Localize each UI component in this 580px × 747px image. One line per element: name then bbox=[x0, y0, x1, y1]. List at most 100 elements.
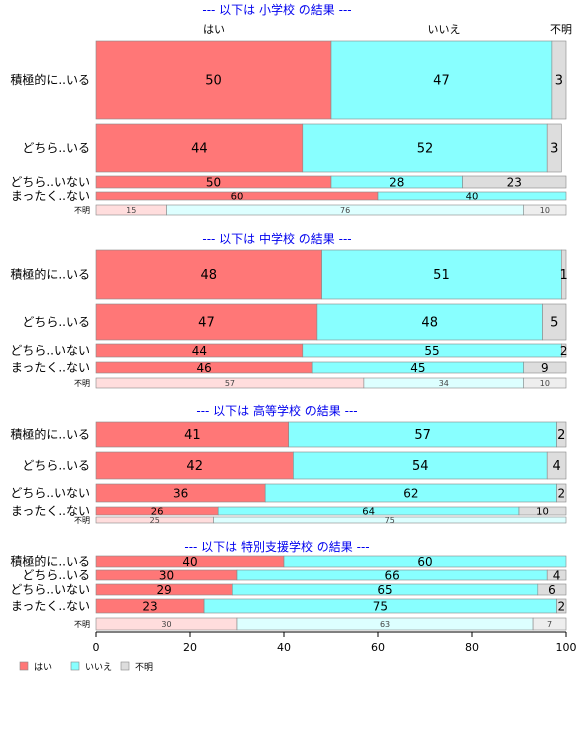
bar-value-label: 6 bbox=[548, 583, 556, 597]
bar-value-label: 42 bbox=[186, 459, 203, 474]
x-tick-label: 80 bbox=[465, 641, 479, 654]
bar-value-label: 4 bbox=[552, 459, 560, 474]
bar-value-label: 7 bbox=[547, 620, 552, 629]
bar-segment-yes bbox=[95, 303, 318, 341]
bar-value-label: 4 bbox=[553, 568, 561, 582]
bar-segment-unknown bbox=[560, 343, 567, 358]
bar-value-label: 75 bbox=[373, 599, 388, 613]
bar-value-label: 2 bbox=[557, 486, 565, 500]
bar-value-label: 64 bbox=[362, 507, 375, 518]
bar-value-label: 10 bbox=[536, 507, 549, 518]
bar-value-label: 60 bbox=[231, 192, 244, 203]
bar-value-label: 40 bbox=[182, 555, 197, 569]
bar-value-label: 25 bbox=[150, 516, 160, 525]
row-label: まったく..ない bbox=[11, 504, 90, 518]
bar-value-label: 45 bbox=[410, 361, 425, 375]
bar-value-label: 10 bbox=[540, 379, 550, 388]
bar-value-label: 26 bbox=[151, 507, 164, 518]
x-tick-label: 0 bbox=[93, 641, 100, 654]
bar-segment-unknown bbox=[518, 506, 567, 516]
panel-title: --- 以下は 高等学校 の結果 --- bbox=[196, 403, 357, 418]
bar-segment-unknown bbox=[556, 483, 567, 503]
bar-segment-unknown bbox=[556, 598, 567, 614]
row-label: どちら..いない bbox=[10, 486, 90, 500]
bar-value-label: 41 bbox=[184, 428, 201, 443]
bar-segment-unknown bbox=[546, 123, 562, 173]
bar-value-label: 63 bbox=[380, 620, 390, 629]
bar-segment-no bbox=[330, 40, 553, 120]
bar-segment-unknown bbox=[523, 204, 567, 216]
row-label: 不明 bbox=[74, 516, 90, 525]
bar-segment-no bbox=[293, 451, 548, 480]
row-label: 積極的に..いる bbox=[10, 72, 90, 87]
row-label: まったく..ない bbox=[11, 189, 90, 203]
bar-segment-unknown bbox=[523, 377, 567, 389]
bar-value-label: 55 bbox=[424, 344, 439, 358]
bar-segment-unknown bbox=[542, 303, 567, 341]
bar-segment-no bbox=[213, 516, 567, 524]
bar-value-label: 23 bbox=[142, 599, 157, 613]
bar-value-label: 57 bbox=[414, 428, 431, 443]
bar-value-label: 52 bbox=[417, 142, 434, 157]
bar-segment-unknown bbox=[462, 175, 567, 189]
bar-value-label: 15 bbox=[126, 206, 136, 215]
bar-value-label: 62 bbox=[403, 486, 418, 500]
bar-value-label: 48 bbox=[421, 316, 438, 331]
bar-value-label: 54 bbox=[412, 459, 429, 474]
bar-segment-unknown bbox=[560, 249, 567, 300]
bar-segment-yes bbox=[95, 40, 332, 120]
bar-value-label: 44 bbox=[191, 142, 208, 157]
bar-value-label: 30 bbox=[161, 620, 171, 629]
bar-segment-unknown bbox=[537, 583, 567, 596]
legend-label-yes: はい bbox=[34, 662, 52, 673]
bar-value-label: 2 bbox=[557, 599, 565, 613]
x-tick-label: 100 bbox=[556, 641, 577, 654]
legend-label-no: いいえ bbox=[85, 662, 112, 673]
bar-value-label: 44 bbox=[192, 344, 207, 358]
bar-value-label: 50 bbox=[205, 74, 222, 89]
bar-segment-yes bbox=[95, 249, 322, 300]
bar-value-label: 47 bbox=[433, 74, 450, 89]
bar-segment-yes bbox=[95, 451, 294, 480]
row-label: まったく..ない bbox=[11, 361, 90, 375]
row-label: 積極的に..いる bbox=[10, 427, 90, 442]
bar-value-label: 34 bbox=[439, 379, 449, 388]
bar-segment-unknown bbox=[551, 40, 567, 120]
row-label: 積極的に..いる bbox=[10, 267, 90, 282]
panel-title: --- 以下は 特別支援学校 の結果 --- bbox=[184, 539, 369, 554]
bar-value-label: 2 bbox=[557, 428, 565, 443]
bar-segment-unknown bbox=[556, 421, 567, 448]
bar-value-label: 47 bbox=[198, 316, 215, 331]
bar-value-label: 10 bbox=[540, 206, 550, 215]
bar-value-label: 30 bbox=[159, 568, 174, 582]
bar-value-label: 46 bbox=[196, 361, 211, 375]
top-label-no: いいえ bbox=[428, 23, 461, 36]
row-label: 不明 bbox=[74, 620, 90, 629]
x-tick-label: 40 bbox=[277, 641, 291, 654]
bar-segment-no bbox=[283, 555, 567, 568]
row-label: どちら..いない bbox=[10, 175, 90, 189]
bar-value-label: 48 bbox=[201, 268, 218, 283]
row-label: 積極的に..いる bbox=[10, 554, 90, 569]
panel-title: --- 以下は 中学校 の結果 --- bbox=[202, 231, 351, 246]
legend-swatch-yes bbox=[19, 661, 29, 671]
bar-value-label: 5 bbox=[550, 316, 558, 331]
bar-value-label: 36 bbox=[173, 486, 188, 500]
legend-swatch-unknown bbox=[120, 661, 130, 671]
bar-value-label: 2 bbox=[560, 344, 568, 358]
bar-segment-yes bbox=[95, 421, 289, 448]
bar-segment-unknown bbox=[546, 451, 567, 480]
bar-segment-unknown bbox=[532, 617, 567, 631]
bar-segment-no bbox=[377, 191, 567, 201]
row-label: 不明 bbox=[74, 379, 90, 388]
row-label: どちら..いる bbox=[22, 315, 90, 329]
row-label: どちら..いない bbox=[10, 583, 90, 597]
bar-value-label: 23 bbox=[507, 175, 522, 189]
legend-label-unknown: 不明 bbox=[135, 662, 153, 673]
top-label-unknown: 不明 bbox=[550, 23, 572, 36]
bar-value-label: 65 bbox=[377, 583, 392, 597]
row-label: まったく..ない bbox=[11, 599, 90, 613]
bar-segment-unknown bbox=[546, 569, 567, 581]
bar-value-label: 3 bbox=[550, 142, 558, 157]
